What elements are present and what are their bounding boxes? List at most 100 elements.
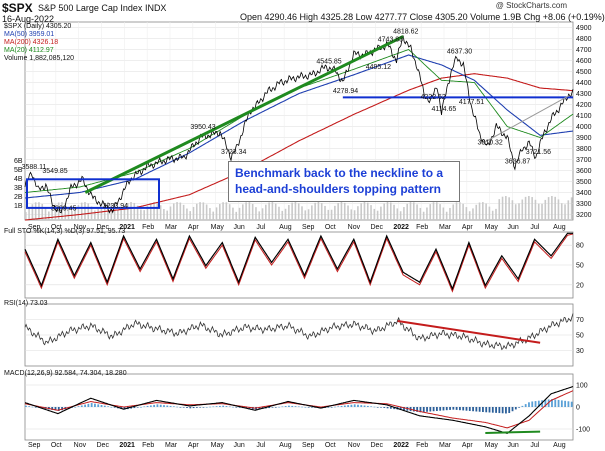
price-axis-label: 3200 xyxy=(576,212,592,219)
macd-histogram-bar xyxy=(140,407,142,408)
price-axis-label: 3400 xyxy=(576,190,592,197)
volume-bar xyxy=(136,205,139,220)
volume-bar xyxy=(455,202,458,220)
volume-bar xyxy=(360,203,362,220)
macd-histogram-bar xyxy=(537,400,540,407)
volume-bar xyxy=(225,202,228,220)
macd-histogram-bar xyxy=(268,407,271,409)
volume-axis-label: 1B xyxy=(14,203,23,210)
volume-bar xyxy=(564,204,566,220)
volume-bar xyxy=(452,204,455,220)
price-data-label: 3810.32 xyxy=(478,139,503,146)
volume-bar xyxy=(212,211,215,220)
macd-histogram-bar xyxy=(192,407,195,409)
volume-bar xyxy=(482,202,484,220)
macd-histogram-bar xyxy=(482,407,484,413)
macd-histogram-bar xyxy=(491,407,494,413)
volume-bar xyxy=(94,210,96,220)
volume-bar xyxy=(376,210,379,220)
volume-bar xyxy=(258,211,261,220)
macd-histogram-bar xyxy=(531,401,534,407)
macd-histogram-bar xyxy=(449,407,451,410)
volume-bar xyxy=(77,204,80,220)
volume-bar xyxy=(304,210,307,220)
macd-histogram-bar xyxy=(498,407,501,414)
price-axis-label: 3800 xyxy=(576,146,592,153)
volume-bar xyxy=(189,211,191,220)
macd-histogram-bar xyxy=(57,407,60,411)
volume-bar xyxy=(176,202,178,220)
price-axis-label: 3500 xyxy=(576,179,592,186)
volume-bar xyxy=(130,202,132,220)
volume-bar xyxy=(232,207,234,220)
macd-histogram-bar xyxy=(478,407,481,412)
volume-bar xyxy=(399,211,402,220)
volume-bar xyxy=(432,202,435,220)
volume-bar xyxy=(363,202,366,220)
volume-bar xyxy=(442,207,445,220)
volume-bar xyxy=(472,208,474,220)
macd-histogram-bar xyxy=(327,407,330,408)
rsi-axis-label: 70 xyxy=(576,317,584,324)
time-axis-label-bottom: Apr xyxy=(188,442,200,449)
volume-bar xyxy=(245,202,247,220)
price-axis-label: 3300 xyxy=(576,201,592,208)
macd-histogram-bar xyxy=(297,406,300,408)
price-data-label: 4114.65 xyxy=(431,106,456,113)
volume-bar xyxy=(281,210,284,220)
price-data-label: 4818.62 xyxy=(393,28,418,35)
volume-bar xyxy=(117,209,119,220)
volume-bar xyxy=(179,202,182,220)
volume-bar xyxy=(491,210,494,220)
macd-histogram-bar xyxy=(176,406,179,408)
macd-histogram-bar xyxy=(340,405,343,407)
volume-bar xyxy=(80,202,83,220)
volume-bar xyxy=(317,202,320,220)
volume-bar xyxy=(419,207,422,220)
legend-volume: Volume 1,882,085,120 xyxy=(4,55,75,62)
volume-bar xyxy=(31,204,34,220)
volume-bar xyxy=(84,202,86,220)
macd-histogram-bar xyxy=(393,407,396,410)
macd-histogram-bar xyxy=(557,399,560,407)
macd-histogram-bar xyxy=(28,406,31,407)
volume-bar xyxy=(149,203,152,220)
macd-histogram-bar xyxy=(205,407,208,408)
macd-histogram-bar xyxy=(564,400,567,407)
macd-histogram-bar xyxy=(439,407,442,411)
macd-histogram-bar xyxy=(551,399,553,407)
volume-bar xyxy=(192,206,195,220)
macd-histogram-bar xyxy=(232,406,234,408)
macd-histogram-bar xyxy=(376,407,379,408)
macd-histogram-bar xyxy=(258,407,261,410)
macd-histogram-bar xyxy=(330,407,333,408)
macd-histogram-bar xyxy=(386,407,389,409)
volume-bar xyxy=(251,203,254,220)
volume-bar xyxy=(143,210,145,220)
macd-histogram-bar xyxy=(222,405,225,407)
time-axis-label-top: Jun xyxy=(508,224,519,231)
macd-histogram-bar xyxy=(80,405,83,407)
chart-name: S&P 500 Large Cap Index INDX xyxy=(38,3,167,13)
macd-histogram-bar xyxy=(87,403,90,407)
legend-daily: $SPX (Daily) 4305.20 xyxy=(4,23,72,30)
volume-bar xyxy=(28,207,30,220)
macd-histogram-bar xyxy=(452,407,455,410)
macd-histogram-bar xyxy=(84,404,86,407)
sto-d-line xyxy=(24,233,574,293)
volume-bar xyxy=(537,203,540,220)
macd-histogram-bar xyxy=(436,407,438,411)
macd-histogram-bar xyxy=(442,407,445,411)
volume-axis-label: 4B xyxy=(14,176,23,183)
volume-bar xyxy=(541,203,543,220)
volume-bar xyxy=(205,204,208,220)
green-trendline xyxy=(84,35,404,194)
volume-bar xyxy=(445,211,448,220)
macd-histogram-bar xyxy=(107,406,109,407)
macd-histogram-bar xyxy=(97,404,100,407)
macd-histogram-bar xyxy=(113,407,116,408)
macd-histogram-bar xyxy=(31,406,34,408)
volume-bar xyxy=(488,206,491,220)
volume-bar xyxy=(429,204,432,220)
macd-histogram-bar xyxy=(485,407,488,413)
